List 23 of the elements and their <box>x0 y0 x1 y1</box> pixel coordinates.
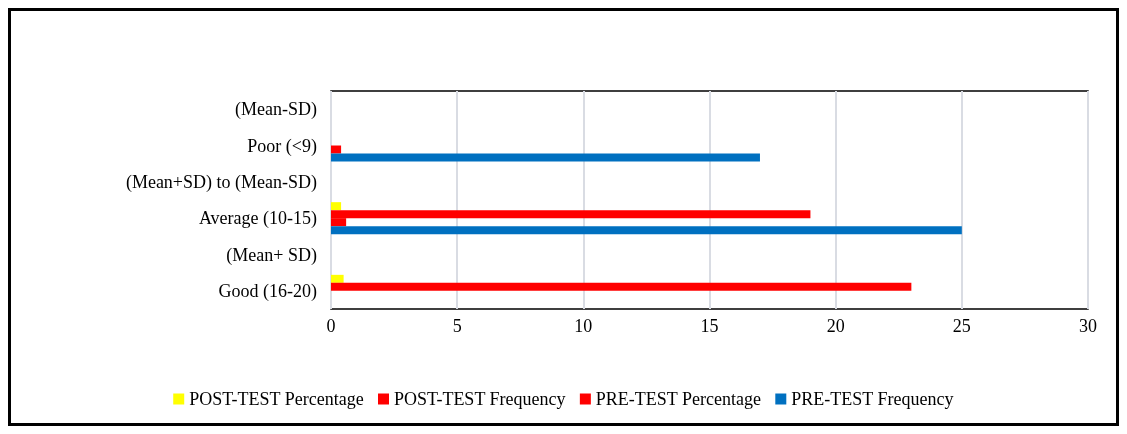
legend-label: POST-TEST Frequency <box>394 389 566 409</box>
bar <box>331 153 760 162</box>
y-tick-label: Good (16-20) <box>218 280 317 302</box>
x-tick-label: 20 <box>826 316 845 336</box>
y-tick-label: (Mean+ SD) <box>226 244 317 266</box>
y-tick-label: (Mean-SD) <box>235 99 317 121</box>
bar <box>331 274 344 283</box>
x-tick-label: 15 <box>700 316 719 336</box>
x-tick-label: 25 <box>952 316 971 336</box>
x-tick-label: 0 <box>326 316 336 336</box>
bar <box>331 145 342 154</box>
y-tick-label: Average (10-15) <box>198 208 317 230</box>
y-tick-label: Poor (<9) <box>247 135 317 157</box>
legend-label: PRE-TEST Percentage <box>595 389 761 409</box>
bar <box>331 226 962 235</box>
x-tick-label: 30 <box>1079 316 1097 336</box>
y-tick-label: (Mean+SD) to (Mean-SD) <box>125 171 318 193</box>
bar <box>331 282 912 291</box>
x-tick-label: 10 <box>574 316 593 336</box>
bar <box>331 202 342 211</box>
legend-label: PRE-TEST Frequency <box>791 389 954 409</box>
legend-label: POST-TEST Percentage <box>189 389 364 409</box>
x-tick-label: 5 <box>452 316 462 336</box>
